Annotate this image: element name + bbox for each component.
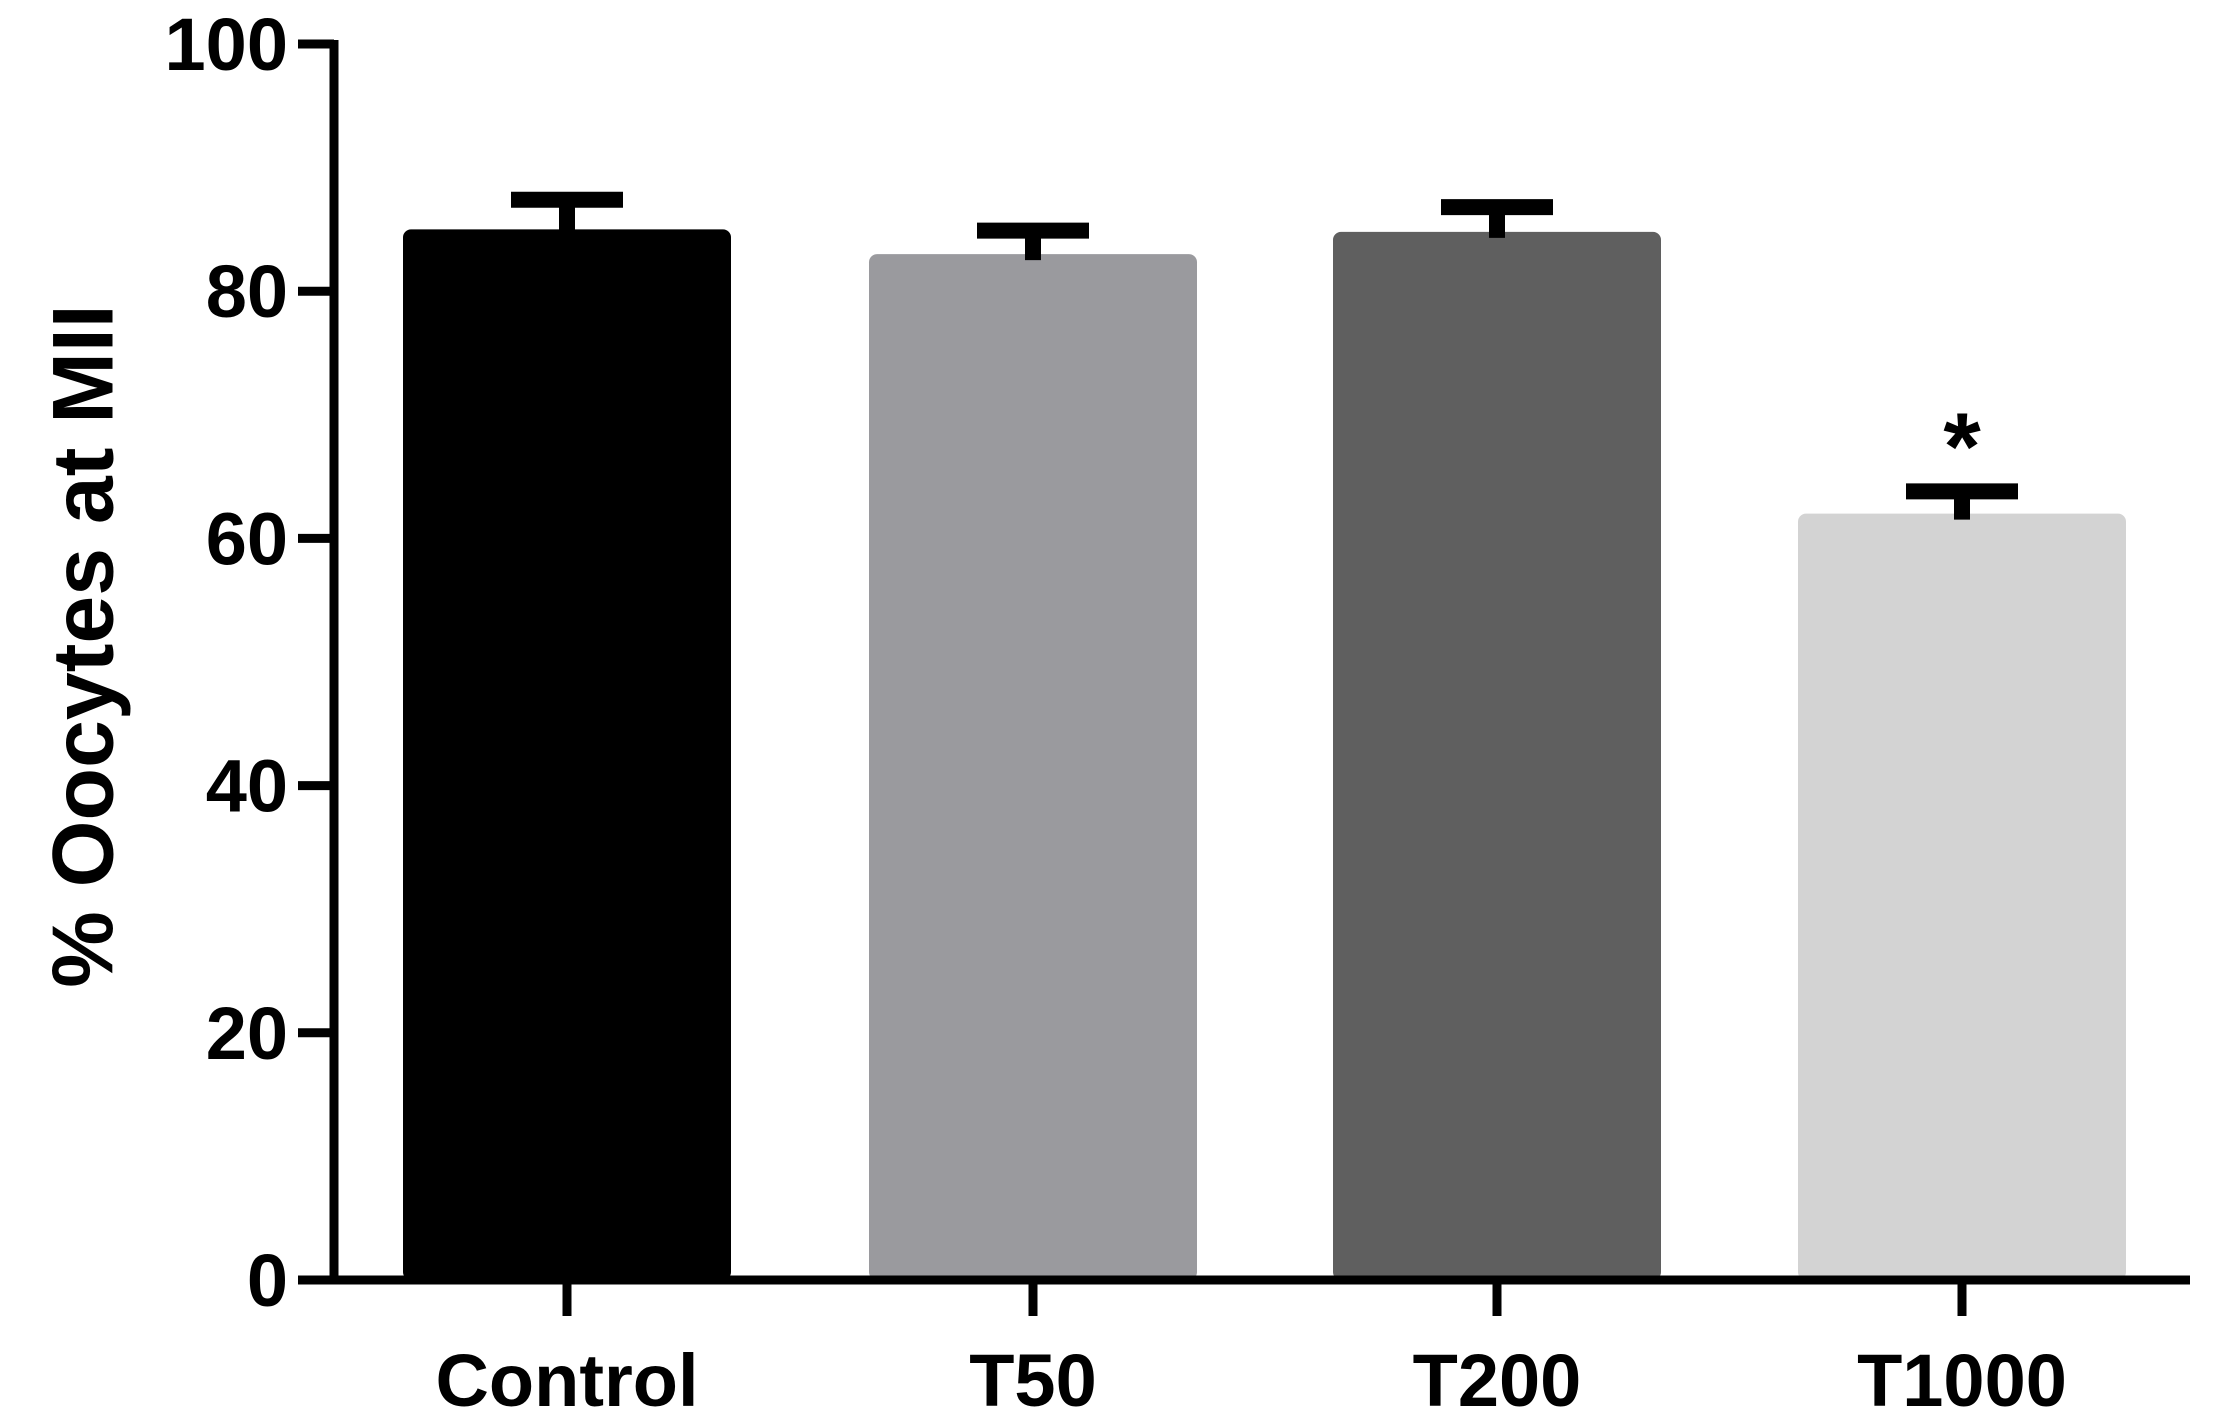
y-tick-label: 60 xyxy=(206,497,288,580)
bars-layer xyxy=(403,229,2126,1281)
x-tick-label-control: Control xyxy=(435,1339,698,1422)
bar-t50 xyxy=(869,254,1197,1280)
y-tick-label: 100 xyxy=(165,3,288,86)
y-tick-label: 80 xyxy=(206,250,288,333)
labels-layer: * 0 20 40 60 80 100 Control T50 T200 T1000 xyxy=(165,3,2067,1422)
y-tick-label: 20 xyxy=(206,992,288,1075)
y-tick-label: 40 xyxy=(206,745,288,828)
significance-marker: * xyxy=(1943,393,1981,500)
x-tick-label-t200: T200 xyxy=(1413,1339,1582,1422)
bar-control xyxy=(403,229,731,1280)
bar-t1000 xyxy=(1798,513,2126,1280)
error-bar-t50 xyxy=(977,222,1089,261)
error-bar-t200 xyxy=(1441,199,1553,238)
error-bars-layer xyxy=(511,191,2018,520)
y-tick-label: 0 xyxy=(247,1239,288,1322)
bar-t200 xyxy=(1333,231,1661,1281)
y-axis-label: % Oocytes at MII xyxy=(36,304,132,987)
x-tick-label-t50: T50 xyxy=(969,1339,1097,1422)
x-tick-label-t1000: T1000 xyxy=(1857,1339,2067,1422)
error-bar-t1000 xyxy=(1906,483,2018,520)
axes-layer xyxy=(298,39,2190,1316)
error-bar-control xyxy=(511,191,623,236)
